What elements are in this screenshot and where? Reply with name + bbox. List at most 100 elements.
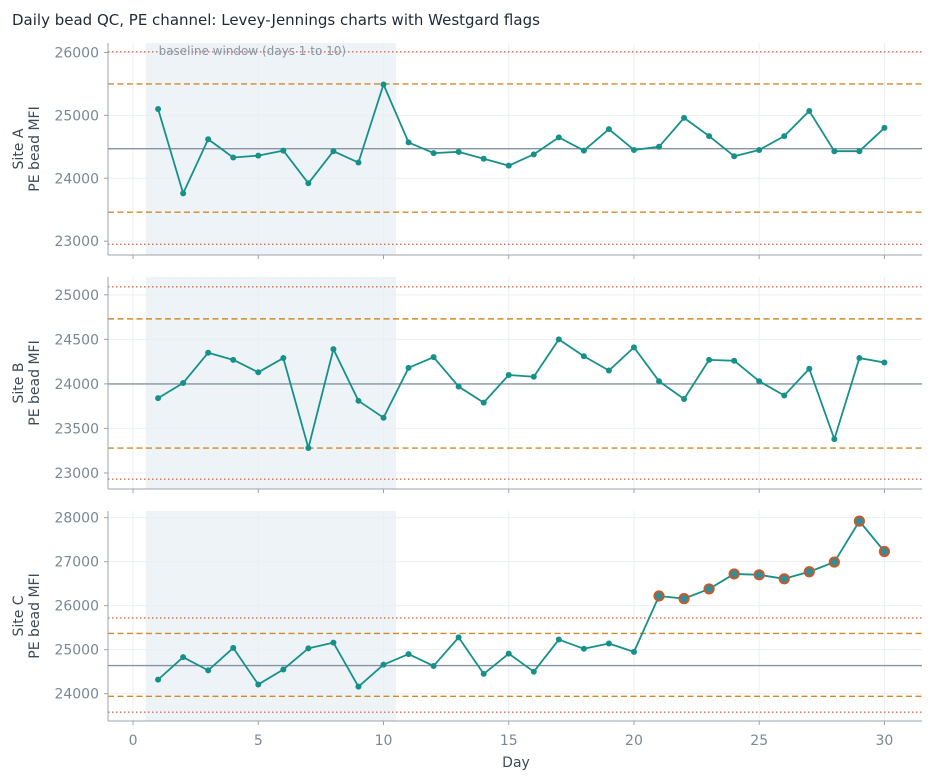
data-point — [706, 356, 713, 363]
data-point — [756, 146, 763, 153]
y-tick-label: 24000 — [54, 171, 99, 187]
data-point — [155, 395, 162, 402]
data-point — [681, 396, 688, 403]
x-tick-label: 25 — [750, 733, 768, 749]
y-axis-label-measure: PE bead MFI — [27, 340, 43, 425]
y-tick-label: 25000 — [54, 643, 99, 659]
data-point — [480, 670, 487, 677]
data-point — [455, 634, 462, 641]
data-point — [205, 349, 212, 356]
flagged-point — [678, 593, 690, 605]
data-point — [831, 436, 838, 443]
y-tick-label: 23000 — [54, 234, 99, 250]
data-point — [580, 353, 587, 360]
data-point — [806, 107, 813, 114]
data-point — [856, 148, 863, 155]
flagged-point — [878, 545, 891, 558]
data-point — [330, 639, 337, 646]
data-point — [630, 344, 637, 351]
data-point — [205, 136, 212, 143]
data-point — [505, 650, 512, 657]
data-point — [530, 668, 537, 675]
data-point — [881, 359, 888, 366]
data-point — [430, 354, 437, 361]
data-point — [856, 355, 863, 362]
data-point — [530, 151, 537, 158]
baseline-window-shade — [145, 511, 397, 721]
data-point — [405, 364, 412, 371]
data-point — [180, 380, 187, 386]
y-tick-label: 24000 — [54, 377, 99, 393]
data-point — [155, 676, 162, 683]
data-point — [355, 159, 362, 166]
flagged-point — [778, 573, 790, 585]
data-point — [255, 152, 262, 159]
data-point — [505, 162, 512, 169]
data-point — [555, 134, 562, 141]
data-point — [230, 644, 237, 651]
data-point — [380, 81, 387, 88]
y-tick-label: 24500 — [54, 332, 99, 348]
data-point — [881, 124, 888, 131]
data-point — [255, 369, 262, 376]
y-axis-label: Site CPE bead MFI — [11, 573, 43, 658]
series-line — [157, 338, 885, 449]
y-tick-label: 23000 — [54, 466, 99, 482]
flagged-point — [853, 515, 865, 527]
data-point — [280, 666, 287, 673]
data-point — [330, 346, 337, 353]
data-point — [455, 383, 462, 390]
y-tick-label: 25000 — [54, 108, 99, 124]
y-axis-label-site: Site C — [11, 595, 27, 636]
data-point — [731, 357, 738, 364]
data-point — [580, 645, 587, 652]
data-point — [380, 414, 387, 421]
data-point — [731, 153, 738, 160]
figure-title: Daily bead QC, PE channel: Levey-Jenning… — [12, 11, 540, 29]
data-point — [305, 645, 312, 652]
data-point — [305, 445, 312, 452]
x-tick-label: 5 — [254, 733, 263, 749]
flagged-point — [728, 568, 740, 580]
y-axis-label-site: Site A — [11, 128, 27, 169]
data-point — [555, 636, 562, 643]
y-axis-label: Site BPE bead MFI — [11, 340, 43, 425]
data-point — [505, 371, 512, 378]
y-axis-label-measure: PE bead MFI — [27, 106, 43, 191]
data-point — [555, 336, 562, 343]
data-point — [255, 681, 262, 688]
data-point — [455, 148, 462, 155]
data-point — [480, 399, 487, 406]
x-tick-label: 20 — [625, 733, 643, 749]
data-point — [405, 139, 412, 146]
flagged-point — [828, 556, 840, 568]
data-point — [280, 355, 287, 362]
y-axis-label-site: Site B — [11, 363, 27, 404]
x-tick-label: 0 — [129, 733, 138, 749]
y-axis-label-measure: PE bead MFI — [27, 573, 43, 658]
data-point — [756, 378, 763, 385]
data-point — [605, 126, 612, 133]
data-point — [180, 190, 187, 197]
data-point — [630, 146, 637, 153]
flagged-point — [653, 590, 665, 602]
flagged-point — [703, 583, 715, 595]
data-point — [806, 365, 813, 372]
y-axis-label: Site APE bead MFI — [11, 106, 43, 191]
data-point — [831, 148, 838, 155]
data-point — [180, 654, 187, 661]
data-point — [605, 640, 612, 647]
data-point — [330, 148, 337, 155]
data-point — [480, 155, 487, 162]
y-tick-label: 25000 — [54, 288, 99, 304]
data-point — [681, 114, 688, 121]
y-tick-label: 27000 — [54, 555, 99, 571]
data-point — [355, 683, 362, 690]
data-point — [430, 150, 437, 157]
baseline-window-annotation: baseline window (days 1 to 10) — [159, 44, 346, 58]
data-point — [205, 667, 212, 674]
series-line — [157, 83, 886, 195]
y-tick-label: 28000 — [54, 511, 99, 527]
data-point — [530, 373, 537, 380]
